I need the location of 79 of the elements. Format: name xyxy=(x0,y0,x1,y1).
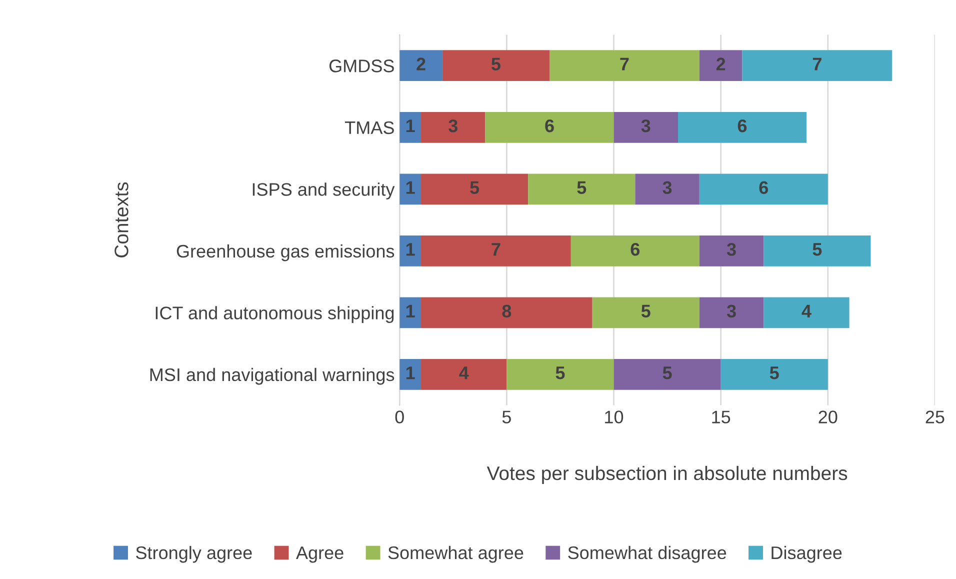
bar xyxy=(400,50,442,82)
bar xyxy=(614,112,678,143)
bar xyxy=(678,112,806,143)
data-label: 6 xyxy=(545,119,554,132)
data-label: 1 xyxy=(406,304,415,318)
bar xyxy=(699,174,828,205)
y-tick-label: ICT and autonomous shipping xyxy=(156,306,394,323)
bar xyxy=(699,297,764,328)
data-label: 5 xyxy=(492,58,500,70)
legend-label: Disagree xyxy=(772,546,842,563)
data-label: 7 xyxy=(492,243,500,256)
data-label: 7 xyxy=(812,58,822,70)
data-label: 6 xyxy=(630,242,640,256)
bar xyxy=(570,235,700,266)
bar xyxy=(635,174,700,205)
data-label: 3 xyxy=(641,119,650,132)
data-label: 8 xyxy=(502,304,512,318)
data-label: 6 xyxy=(738,119,747,132)
bar xyxy=(400,112,422,143)
data-label: 5 xyxy=(812,243,822,256)
bar xyxy=(400,235,422,266)
data-label: 5 xyxy=(770,366,779,380)
bar xyxy=(421,112,486,143)
data-label: 4 xyxy=(802,304,812,318)
data-label: 5 xyxy=(470,181,480,194)
data-label: 3 xyxy=(448,119,458,132)
data-label: 3 xyxy=(726,242,736,256)
bar xyxy=(699,235,764,266)
data-label: 1 xyxy=(406,181,415,194)
data-label: 5 xyxy=(641,304,650,318)
y-tick-label: GMDSS xyxy=(329,60,394,72)
bar xyxy=(506,358,614,390)
data-label: 6 xyxy=(759,181,768,194)
bar xyxy=(421,235,571,266)
bar xyxy=(764,235,871,266)
bar xyxy=(699,50,742,82)
data-label: 5 xyxy=(577,181,586,194)
x-tick-label: 20 xyxy=(818,410,838,424)
bar xyxy=(720,358,828,390)
x-tick-label: 15 xyxy=(712,410,730,424)
legend-label: Somewhat disagree xyxy=(568,546,726,563)
data-label: 2 xyxy=(716,58,726,70)
data-label: 1 xyxy=(406,366,415,380)
legend-label: Strongly agree xyxy=(136,546,252,563)
bar xyxy=(400,297,422,328)
data-label: 2 xyxy=(416,58,426,70)
x-tick-label: 10 xyxy=(605,410,624,424)
data-label: 5 xyxy=(556,366,565,380)
bar xyxy=(421,297,592,328)
bar xyxy=(742,50,892,82)
y-tick-label: MSI and navigational warnings xyxy=(150,368,394,385)
data-label: 7 xyxy=(620,58,629,70)
x-tick-label: 25 xyxy=(926,410,944,424)
data-label: 4 xyxy=(459,366,469,380)
legend-label: Somewhat agree xyxy=(388,546,524,563)
data-label: 3 xyxy=(726,304,736,318)
y-tick-label: TMAS xyxy=(345,121,394,134)
data-label: 5 xyxy=(662,366,672,380)
bar xyxy=(421,358,507,390)
bar xyxy=(764,297,850,328)
y-tick-label: ISPS and security xyxy=(252,182,395,200)
bar xyxy=(442,50,550,82)
data-label: 1 xyxy=(406,120,415,132)
legend-label: Agree xyxy=(296,546,344,563)
bar xyxy=(421,174,528,205)
bar xyxy=(528,174,636,205)
x-axis-title: Votes per subsection in absolute numbers xyxy=(486,466,848,484)
y-tick-label: Greenhouse gas emissions xyxy=(176,244,394,262)
bar xyxy=(400,358,422,390)
x-tick-label: 0 xyxy=(395,410,404,424)
data-label: 1 xyxy=(406,243,415,256)
bar xyxy=(400,174,422,205)
y-axis-title: Contexts xyxy=(114,182,128,258)
bar xyxy=(592,297,700,328)
bar xyxy=(485,112,614,143)
x-tick-label: 5 xyxy=(502,410,511,424)
data-label: 3 xyxy=(662,181,672,194)
bar xyxy=(614,358,721,390)
bar xyxy=(550,50,700,82)
